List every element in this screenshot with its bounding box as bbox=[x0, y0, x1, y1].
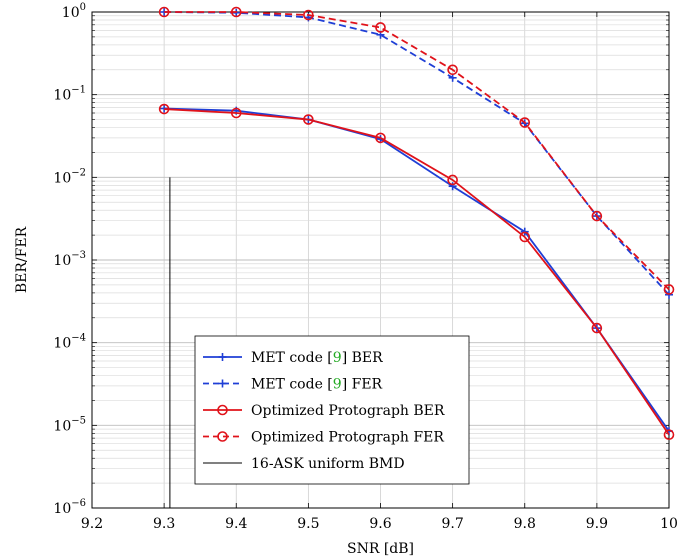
data-point-opt-fer bbox=[158, 6, 170, 18]
y-tick-label: 10−6 bbox=[53, 498, 86, 517]
legend-label-opt-fer: Optimized Protograph FER bbox=[251, 430, 444, 446]
legend-entry-met-ber: MET code [9] BER bbox=[203, 350, 383, 366]
series-line-met-fer bbox=[164, 11, 670, 296]
y-tick-label: 100 bbox=[62, 2, 86, 21]
legend-entry-opt-fer: Optimized Protograph FER bbox=[203, 430, 444, 446]
legend-entry-opt-ber: Optimized Protograph BER bbox=[203, 403, 445, 419]
legend-label-met-ber: MET code [9] BER bbox=[251, 350, 383, 366]
data-point-opt-fer bbox=[663, 284, 675, 295]
legend-marker-opt-ber bbox=[217, 404, 228, 416]
series-met-fer bbox=[160, 8, 673, 299]
x-axis-label: SNR [dB] bbox=[347, 541, 414, 557]
y-tick-label: 10−4 bbox=[53, 333, 86, 352]
y-tick-label: 10−2 bbox=[53, 167, 86, 186]
data-point-met-fer bbox=[448, 73, 457, 82]
series-line-opt-ber bbox=[164, 108, 670, 436]
series-layer bbox=[158, 6, 675, 508]
series-opt-ber bbox=[158, 103, 675, 441]
x-tick-label: 9.9 bbox=[586, 516, 608, 532]
data-point-opt-fer bbox=[591, 210, 603, 222]
legend-entry-met-fer: MET code [9] FER bbox=[203, 377, 383, 393]
legend-label-met-fer: MET code [9] FER bbox=[251, 377, 383, 393]
data-point-met-ber bbox=[448, 182, 457, 191]
legend-label-ask-bmd: 16-ASK uniform BMD bbox=[251, 456, 405, 472]
x-tick-label: 9.3 bbox=[153, 516, 175, 532]
x-tick-label: 9.8 bbox=[514, 516, 536, 532]
data-point-opt-ber bbox=[447, 174, 458, 186]
x-tick-label: 9.4 bbox=[225, 516, 247, 532]
data-point-opt-fer bbox=[519, 117, 531, 128]
y-axis-label: BER/FER bbox=[14, 226, 30, 293]
legend-marker-met-fer bbox=[218, 379, 227, 388]
data-point-opt-fer bbox=[447, 64, 458, 76]
x-tick-label: 9.5 bbox=[297, 516, 319, 532]
legend-entry-ask-bmd: 16-ASK uniform BMD bbox=[203, 456, 405, 472]
data-point-opt-fer bbox=[303, 9, 314, 21]
series-opt-fer bbox=[158, 6, 675, 295]
axis-ticks: 9.2 9.3 9.4 9.5 9.6 9.7 9.8 9.9 10 100 10−1 10−2 10−… bbox=[53, 2, 677, 532]
data-point-opt-fer bbox=[375, 22, 386, 33]
series-line-opt-fer bbox=[164, 11, 670, 291]
data-point-opt-ber bbox=[158, 103, 170, 115]
data-point-opt-fer bbox=[230, 6, 242, 18]
y-tick-label: 10−3 bbox=[53, 250, 86, 269]
y-tick-label: 10−5 bbox=[53, 415, 86, 434]
data-point-opt-ber bbox=[663, 429, 675, 441]
legend-marker-met-ber bbox=[218, 353, 227, 361]
legend: MET code [9] BER MET code [9] FER Optimize… bbox=[194, 335, 470, 485]
data-point-opt-ber bbox=[303, 114, 314, 125]
legend-marker-opt-fer bbox=[217, 431, 228, 442]
x-tick-label: 9.2 bbox=[81, 516, 103, 532]
x-tick-label: 10 bbox=[660, 516, 678, 532]
data-point-opt-ber bbox=[230, 107, 242, 119]
y-tick-label: 10−1 bbox=[53, 85, 86, 104]
data-point-opt-ber bbox=[375, 132, 386, 144]
legend-label-opt-ber: Optimized Protograph BER bbox=[251, 403, 445, 419]
x-tick-label: 9.6 bbox=[369, 516, 391, 532]
x-tick-label: 9.7 bbox=[441, 516, 463, 532]
data-point-opt-ber bbox=[591, 322, 603, 334]
data-point-opt-ber bbox=[519, 231, 531, 243]
